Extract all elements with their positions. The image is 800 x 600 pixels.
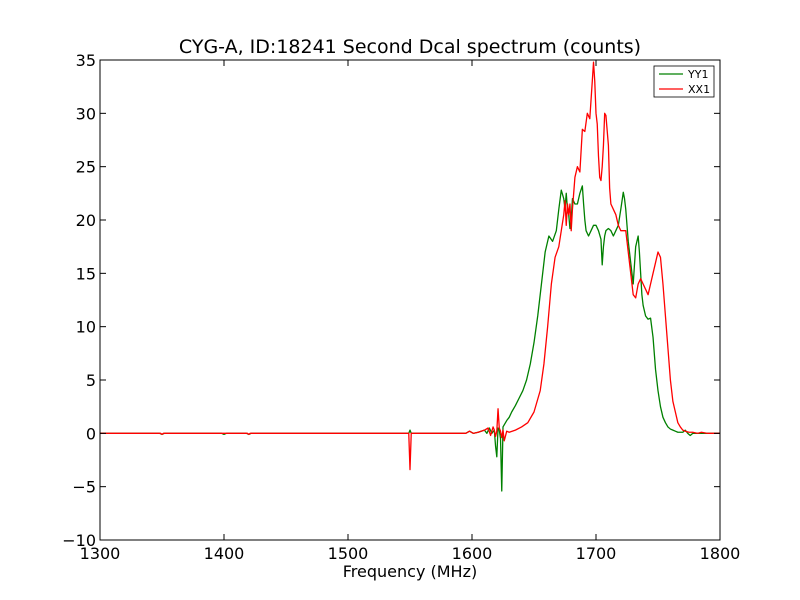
y-tick-label: 10 [76,318,96,337]
y-tick-label: 20 [76,211,96,230]
y-tick-label: 35 [76,51,96,70]
x-axis-label: Frequency (MHz) [343,562,477,581]
y-tick-label: 15 [76,264,96,283]
y-tick-label: 25 [76,158,96,177]
axes-border [99,59,721,541]
x-tick-label: 1500 [328,544,369,563]
x-tick-label: 1800 [700,544,741,563]
legend-label-yy1: YY1 [687,68,708,81]
plot-area: 1300 1400 1500 1600 1700 1800 −10 −5 0 5 10 15 20 25 3… [62,51,740,563]
x-tick-label: 1600 [452,544,493,563]
legend: YY1 XX1 [653,65,715,98]
x-tick-label: 1400 [204,544,245,563]
series-line-xx1 [100,61,720,471]
x-tick-label: 1300 [80,544,121,563]
ticks-layer: 1300 1400 1500 1600 1700 1800 −10 −5 0 5 10 15 20 25 3… [62,51,740,563]
y-tick-label: 30 [76,104,96,123]
series-layer [100,61,720,492]
y-tick-label: −5 [72,478,96,497]
chart-title: CYG-A, ID:18241 Second Dcal spectrum (co… [179,36,641,58]
series-line-yy1 [100,185,720,492]
legend-box [653,65,715,98]
x-tick-label: 1700 [576,544,617,563]
legend-label-xx1: XX1 [688,83,710,96]
y-tick-label: 5 [86,371,96,390]
y-tick-label: −10 [62,531,96,550]
y-tick-label: 0 [86,424,96,443]
